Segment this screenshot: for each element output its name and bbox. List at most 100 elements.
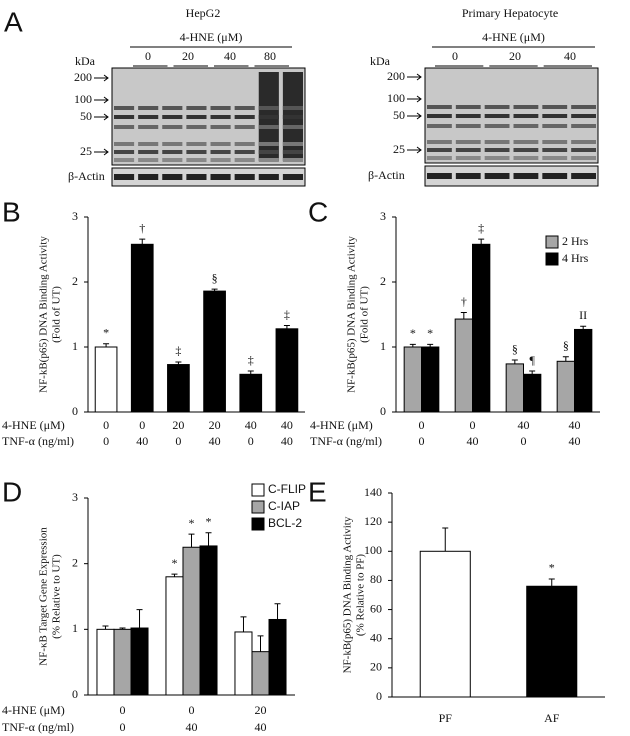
band: [282, 115, 303, 119]
band: [513, 105, 539, 109]
y-tick-label: 3: [72, 490, 78, 504]
y-tick-label: 2: [380, 274, 386, 288]
error-bar: [409, 343, 416, 347]
band: [186, 106, 207, 110]
band: [513, 173, 539, 179]
annotation: *: [103, 326, 109, 340]
band: [542, 156, 568, 160]
kda-label: 25: [80, 144, 92, 158]
condition-value: 0: [103, 434, 109, 448]
error-bar: [171, 573, 178, 577]
error-bar: [562, 356, 569, 362]
error-bar: [188, 533, 195, 548]
error-bar: [136, 609, 143, 629]
error-bar: [478, 238, 485, 245]
annotation: §: [563, 339, 569, 353]
legend-label: C-FLIP: [268, 482, 306, 496]
error-bar: [257, 635, 264, 652]
y-tick-label: 1: [72, 339, 78, 353]
condition-label: 4-HNE (μM): [2, 418, 65, 432]
annotation: *: [410, 326, 416, 340]
condition-value: 0: [248, 434, 254, 448]
condition-value: 0: [175, 434, 181, 448]
treatment-label: 4-HNE (μM): [180, 30, 243, 44]
band: [571, 156, 596, 160]
band: [542, 114, 568, 118]
annotation: †: [461, 294, 467, 308]
panel-label: E: [308, 476, 327, 507]
bar: [251, 651, 270, 696]
band: [571, 140, 596, 144]
blot-title: HepG2: [186, 6, 221, 20]
band: [484, 114, 510, 118]
legend-swatch: [251, 483, 265, 497]
error-bar: [548, 578, 555, 587]
error-bar: [511, 359, 518, 364]
y-tick-label: 0: [380, 404, 386, 418]
band: [258, 125, 279, 129]
x-tick-label: PF: [439, 711, 453, 725]
y-tick-label: 1: [380, 339, 386, 353]
dose-label: 80: [264, 49, 276, 63]
band: [484, 105, 510, 109]
annotation: ¶: [529, 353, 535, 367]
legend-swatch: [251, 517, 265, 531]
condition-value: 40: [245, 418, 257, 432]
y-tick-label: 60: [370, 601, 382, 615]
band: [210, 174, 231, 180]
band: [138, 115, 159, 119]
bar: [403, 346, 423, 413]
annotation: *: [549, 561, 555, 575]
band: [114, 142, 135, 146]
y-tick-label: 20: [370, 660, 382, 674]
arrow: [407, 112, 422, 120]
error-bar: [102, 625, 109, 630]
band: [542, 148, 568, 152]
band: [186, 174, 207, 180]
band: [114, 150, 135, 154]
y-axis-label: NF-kB(p65) DNA Binding Activity: [346, 236, 358, 393]
band: [542, 173, 568, 179]
loading-label: β-Actin: [68, 169, 105, 183]
y-axis-label: NF-kB(p65) DNA Binding Activity: [38, 236, 50, 393]
error-bar: [205, 532, 212, 546]
arrow: [94, 148, 109, 156]
band: [210, 142, 231, 146]
bar: [130, 627, 149, 696]
band: [542, 124, 568, 128]
kda-label: 100: [387, 91, 405, 105]
band: [234, 174, 255, 180]
band: [138, 106, 159, 110]
condition-value: 0: [120, 720, 126, 734]
kda-title: kDa: [75, 54, 96, 68]
y-tick-label: 0: [72, 687, 78, 701]
band: [234, 158, 255, 162]
condition-value: 20: [209, 418, 221, 432]
band: [162, 150, 183, 154]
error-bar: [119, 627, 126, 630]
condition-value: 40: [281, 434, 293, 448]
error-bar: [175, 361, 182, 365]
x-tick-label: AF: [544, 711, 560, 725]
dose-label: 40: [224, 49, 236, 63]
arrow: [94, 113, 109, 121]
bar: [113, 628, 132, 696]
band: [210, 106, 231, 110]
y-tick-label: 0: [72, 404, 78, 418]
band: [484, 156, 510, 160]
band: [186, 158, 207, 162]
band: [162, 142, 183, 146]
dose-label: 20: [182, 49, 194, 63]
error-bar: [529, 370, 536, 375]
bar: [275, 328, 299, 413]
bar: [421, 346, 440, 413]
actin-blot: [111, 167, 306, 187]
band: [427, 173, 452, 179]
condition-value: 40: [136, 434, 148, 448]
arrow: [407, 95, 422, 103]
error-bar: [247, 370, 254, 375]
band: [258, 174, 279, 180]
condition-value: 40: [467, 434, 479, 448]
blot: [424, 67, 599, 164]
condition-value: 0: [103, 418, 109, 432]
